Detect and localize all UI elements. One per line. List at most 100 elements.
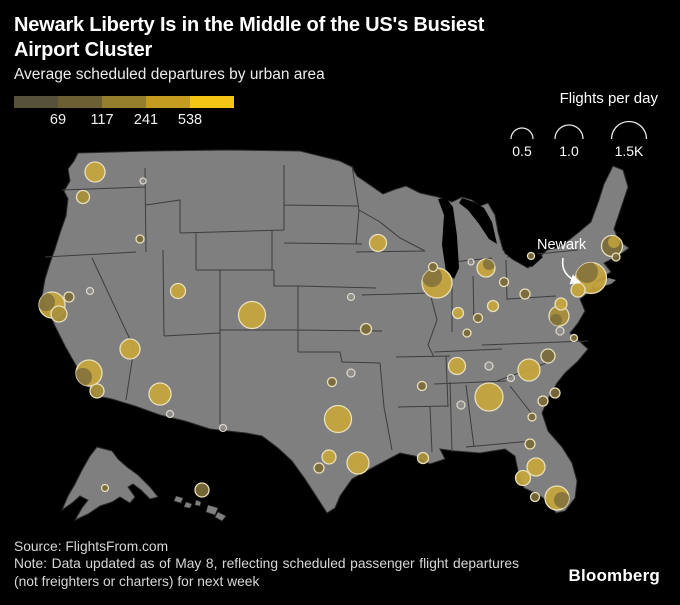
- source-line: Source: FlightsFrom.com: [14, 539, 169, 554]
- city-bubble-savannah: [527, 412, 537, 422]
- city-bubble-minneapolis: [368, 233, 388, 253]
- city-bubble-el-paso: [218, 423, 228, 433]
- city-bubble-baltimore: [554, 297, 568, 311]
- city-bubble-columbus: [486, 299, 500, 313]
- city-bubble-providence: [611, 252, 621, 262]
- city-bubble-shade: [550, 314, 562, 326]
- city-bubble-shade: [554, 492, 569, 508]
- chart-title-line1: Newark Liberty Is in the Middle of the U…: [14, 14, 485, 36]
- color-legend-value: 117: [90, 112, 114, 128]
- city-bubble-sacramento: [63, 291, 75, 303]
- city-bubble-spokane: [139, 177, 147, 185]
- note-line2: departures (not freighters or charters) …: [14, 556, 519, 589]
- size-legend-value: 0.5: [512, 143, 532, 159]
- city-bubble-nashville: [447, 356, 467, 376]
- city-bubble-columbia: [537, 395, 549, 407]
- city-bubble-jacksonville: [524, 438, 536, 450]
- bloomberg-logo: Bloomberg: [568, 566, 660, 585]
- city-bubble-austin: [321, 449, 337, 465]
- size-legend-value: 1.0: [559, 143, 579, 159]
- city-bubble-phoenix: [148, 382, 172, 406]
- city-bubble-charlotte: [517, 358, 541, 382]
- city-bubble-salt-lake-city: [169, 282, 187, 300]
- city-bubble-omaha: [346, 292, 356, 302]
- city-bubble-norfolk: [569, 333, 579, 343]
- city-bubble-tulsa: [346, 368, 356, 378]
- city-bubble-anchorage: [100, 483, 110, 493]
- city-bubble-shade: [422, 268, 442, 287]
- city-bubble-milwaukee: [427, 261, 439, 273]
- city-bubble-las-vegas: [119, 338, 141, 360]
- color-legend-segment: [190, 96, 234, 108]
- chart-subtitle: Average scheduled departures by urban ar…: [14, 66, 325, 83]
- color-legend-segment: [146, 96, 190, 108]
- city-bubble-atlanta: [474, 382, 504, 412]
- color-legend-bar: [14, 96, 234, 108]
- color-legend-value: 69: [49, 112, 67, 128]
- city-bubble-shade: [76, 368, 92, 386]
- color-legend-segment: [58, 96, 102, 108]
- city-bubble-honolulu: [194, 482, 210, 498]
- note-line1: Note: Data updated as of May 8, reflecti…: [14, 556, 449, 571]
- city-bubble-boise: [135, 234, 145, 244]
- city-bubble-charleston: [549, 387, 561, 399]
- size-legend-arc: [510, 127, 534, 140]
- size-legend-arc: [554, 124, 584, 140]
- city-bubble-greensboro: [506, 373, 516, 383]
- city-bubbles-layer: [38, 161, 624, 511]
- city-bubble-shade: [576, 262, 598, 283]
- us-landmass: [41, 149, 630, 514]
- city-bubble-houston: [346, 451, 370, 475]
- city-bubble-tampa: [514, 469, 532, 487]
- city-bubble-birmingham: [456, 400, 466, 410]
- size-legend-value: 1.5K: [615, 143, 644, 159]
- city-bubble-dallas: [323, 404, 353, 434]
- city-bubble-san-antonio: [313, 462, 325, 474]
- city-bubble-reno: [85, 286, 95, 296]
- city-bubble-oklahoma-city: [326, 376, 338, 388]
- size-legend-arc: [610, 120, 648, 140]
- city-bubble-raleigh: [540, 348, 556, 364]
- alaska-landmass: [60, 446, 159, 522]
- city-bubble-san-jose: [50, 305, 68, 323]
- city-bubble-seattle: [84, 161, 106, 183]
- newark-label: Newark: [537, 237, 587, 253]
- city-bubble-louisville: [462, 328, 472, 338]
- chart-title-line2: Airport Cluster: [14, 39, 153, 61]
- color-legend-segment: [102, 96, 146, 108]
- city-bubble-denver: [237, 300, 267, 330]
- city-bubble-richmond: [555, 326, 565, 336]
- color-legend-segment: [14, 96, 58, 108]
- city-bubble-orlando: [526, 457, 546, 477]
- city-bubble-shade: [608, 236, 620, 248]
- city-bubble-knoxville: [484, 361, 494, 371]
- city-bubble-pittsburgh: [519, 288, 531, 300]
- note-text: Note: Data updated as of May 8, reflecti…: [14, 555, 519, 590]
- city-bubble-memphis: [416, 380, 428, 392]
- city-bubble-kansas-city: [359, 322, 373, 336]
- newark-annotation: Newark: [537, 237, 587, 285]
- city-bubble-new-orleans: [416, 451, 430, 465]
- hawaii-islands: [173, 495, 227, 522]
- newark-arrow: [561, 257, 581, 285]
- chart-title: Newark Liberty Is in the Middle of the U…: [14, 13, 614, 63]
- city-bubble-indianapolis: [451, 306, 465, 320]
- color-legend-value: 538: [177, 112, 203, 128]
- size-legend-title: Flights per day: [559, 90, 658, 107]
- city-bubble-shade: [39, 293, 55, 311]
- city-bubble-tucson: [165, 409, 175, 419]
- city-bubble-buffalo: [526, 251, 536, 261]
- city-bubble-cleveland: [498, 276, 510, 288]
- city-bubble-cincinnati: [472, 312, 484, 324]
- city-bubble-portland: [75, 189, 91, 205]
- color-legend-labels: 69 117 241 538: [14, 112, 274, 130]
- city-bubble-fort-myers: [529, 491, 541, 503]
- great-lakes: [438, 198, 572, 279]
- city-bubble-philadelphia: [570, 282, 586, 298]
- city-bubble-grand-rapids: [467, 258, 475, 266]
- city-bubble-san-diego: [89, 383, 105, 399]
- color-legend-value: 241: [133, 112, 159, 128]
- size-legend: 0.5 1.0 1.5K: [510, 120, 648, 159]
